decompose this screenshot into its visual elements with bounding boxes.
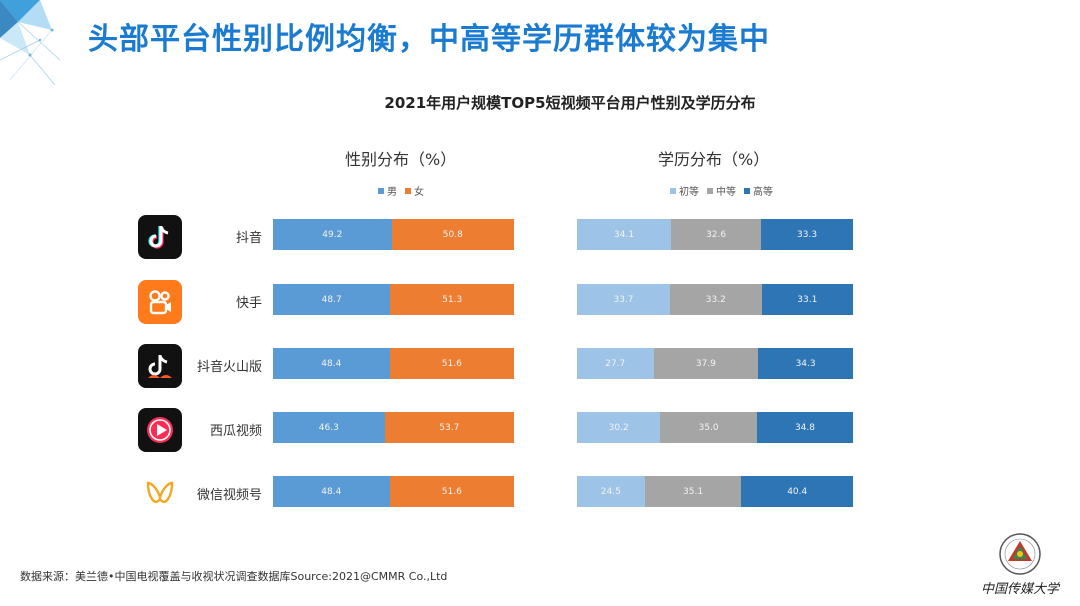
platform-name: 微信视频号: [196, 488, 262, 503]
data-label: 33.1: [797, 294, 818, 305]
legend-swatch-higher: [744, 187, 750, 194]
legend-item-secondary: 中等: [707, 183, 736, 198]
xigua-video-icon: [138, 408, 182, 452]
education-bar-segment-0: 27.7: [577, 348, 654, 379]
data-label: 34.1: [614, 229, 635, 240]
data-label: 33.7: [613, 294, 634, 305]
data-label: 33.2: [705, 294, 726, 305]
legend-swatch-male: [378, 187, 384, 194]
education-bar-segment-0: 24.5: [577, 476, 645, 507]
data-label: 53.7: [439, 422, 460, 433]
education-bar-segment-2: 33.1: [761, 284, 853, 315]
gender-chart-subtitle: 性别分布（%）: [345, 150, 457, 169]
data-label: 24.5: [600, 486, 621, 497]
legend-label-secondary: 中等: [716, 187, 736, 198]
data-label: 30.2: [608, 422, 629, 433]
education-bar-segment-0: 33.7: [577, 284, 670, 315]
legend-item-primary: 初等: [670, 183, 699, 198]
gender-bar-segment-1: 51.6: [389, 348, 514, 379]
douyin-huoshan-icon: [138, 344, 182, 388]
gender-bar-segment-0: 48.4: [273, 348, 390, 379]
page-headline: 头部平台性别比例均衡，中高等学历群体较为集中: [88, 22, 770, 57]
kuaishou-icon: [138, 280, 182, 324]
education-bar-segment-1: 35.1: [644, 476, 742, 507]
legend-item-female: 女: [405, 183, 424, 198]
university-logo-text: 中国传媒大学: [981, 582, 1060, 597]
legend-label-male: 男: [387, 187, 397, 198]
data-label: 35.0: [698, 422, 719, 433]
university-logo: 中国传媒大学: [975, 530, 1065, 600]
data-label: 50.8: [442, 229, 463, 240]
education-bar-segment-2: 33.3: [761, 219, 853, 250]
platform-name: 西瓜视频: [209, 424, 262, 439]
gender-bar-segment-1: 50.8: [391, 219, 514, 250]
education-bar-row: 30.2 35.0 34.8: [577, 412, 853, 443]
gender-bar-row: 49.2 50.8: [273, 219, 514, 250]
data-label: 49.2: [322, 229, 343, 240]
data-label: 33.3: [797, 229, 818, 240]
education-bar-row: 24.5 35.1 40.4: [577, 476, 853, 507]
douyin-icon: [138, 215, 182, 259]
data-label: 35.1: [683, 486, 704, 497]
data-label: 37.9: [695, 358, 716, 369]
gender-bar-segment-0: 48.7: [273, 284, 391, 315]
university-emblem-icon: [999, 533, 1041, 575]
education-bar-row: 33.7 33.2 33.1: [577, 284, 853, 315]
platform-name: 抖音: [235, 231, 262, 246]
data-label: 34.8: [794, 422, 815, 433]
platform-name: 快手: [235, 296, 262, 311]
gender-bar-segment-0: 48.4: [273, 476, 390, 507]
education-bar-segment-1: 37.9: [653, 348, 759, 379]
education-bar-segment-2: 40.4: [741, 476, 853, 507]
education-bar-segment-1: 35.0: [660, 412, 757, 443]
education-bar-row: 34.1 32.6 33.3: [577, 219, 853, 250]
education-legend: 初等 中等 高等: [670, 183, 773, 198]
education-bar-segment-0: 34.1: [577, 219, 672, 250]
source-note: 数据来源：美兰德•中国电视覆盖与收视状况调查数据库Source:2021@CMM…: [20, 570, 448, 583]
gender-bar-segment-0: 46.3: [273, 412, 385, 443]
weixin-channels-icon: [138, 472, 182, 516]
gender-bar-segment-0: 49.2: [273, 219, 392, 250]
education-bar-row: 27.7 37.9 34.3: [577, 348, 853, 379]
education-bar-segment-1: 32.6: [671, 219, 762, 250]
chart-title: 2021年用户规模TOP5短视频平台用户性别及学历分布: [384, 94, 756, 112]
legend-item-higher: 高等: [744, 183, 773, 198]
gender-bar-row: 48.7 51.3: [273, 284, 514, 315]
data-label: 51.3: [442, 294, 463, 305]
gender-bar-segment-1: 53.7: [384, 412, 514, 443]
data-label: 32.6: [706, 229, 727, 240]
gender-bar-row: 46.3 53.7: [273, 412, 514, 443]
gender-bar-row: 48.4 51.6: [273, 348, 514, 379]
corner-decoration: [0, 0, 61, 86]
legend-swatch-secondary: [707, 187, 713, 194]
gender-bar-segment-1: 51.3: [390, 284, 514, 315]
education-bar-segment-0: 30.2: [577, 412, 661, 443]
data-label: 48.4: [321, 358, 342, 369]
education-bar-segment-2: 34.8: [756, 412, 853, 443]
data-label: 46.3: [318, 422, 339, 433]
data-label: 40.4: [787, 486, 808, 497]
data-label: 51.6: [441, 486, 462, 497]
education-bar-segment-1: 33.2: [670, 284, 762, 315]
data-label: 27.7: [605, 358, 626, 369]
gender-bar-row: 48.4 51.6: [273, 476, 514, 507]
gender-legend: 男 女: [378, 183, 424, 198]
legend-swatch-primary: [670, 187, 676, 194]
data-label: 34.3: [795, 358, 816, 369]
education-chart-subtitle: 学历分布（%）: [658, 150, 770, 169]
data-label: 48.4: [321, 486, 342, 497]
legend-item-male: 男: [378, 183, 397, 198]
data-label: 48.7: [321, 294, 342, 305]
legend-label-higher: 高等: [753, 187, 773, 198]
data-label: 51.6: [441, 358, 462, 369]
education-bar-segment-2: 34.3: [758, 348, 853, 379]
legend-label-primary: 初等: [679, 187, 699, 198]
legend-swatch-female: [405, 187, 411, 194]
gender-bar-segment-1: 51.6: [389, 476, 514, 507]
legend-label-female: 女: [414, 187, 424, 198]
platform-name: 抖音火山版: [196, 360, 262, 375]
